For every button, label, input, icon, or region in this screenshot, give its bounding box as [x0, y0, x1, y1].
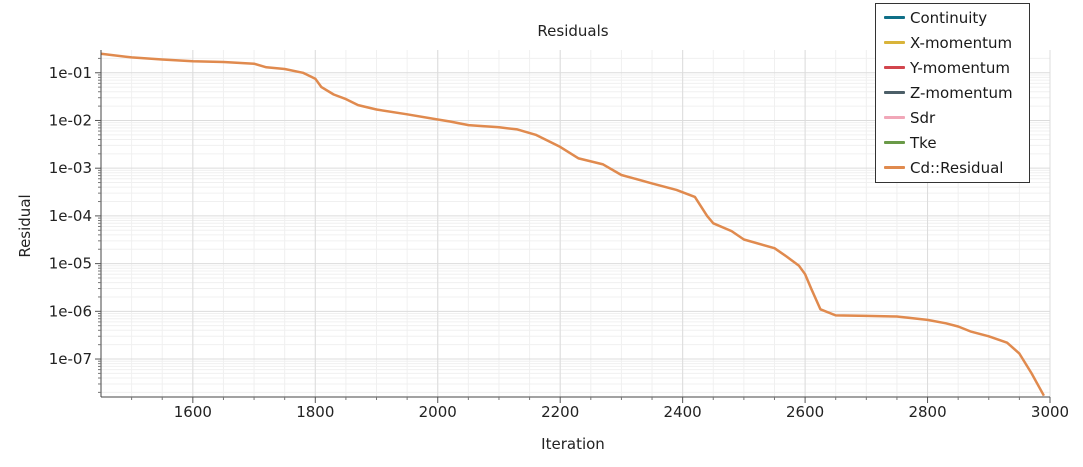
- legend-swatch: [884, 66, 905, 69]
- legend-swatch: [884, 116, 905, 119]
- x-tick-label: 3000: [1031, 403, 1069, 421]
- x-tick-label: 2800: [908, 403, 946, 421]
- legend-swatch: [884, 166, 905, 169]
- y-axis-label: Residual: [16, 194, 34, 257]
- legend-label: Y-momentum: [910, 58, 1010, 77]
- y-tick-label: 1e-06: [49, 302, 92, 320]
- legend-label: Z-momentum: [910, 83, 1013, 102]
- chart-title: Residuals: [537, 22, 608, 40]
- series-line-cd-residual: [100, 52, 1045, 397]
- legend-label: X-momentum: [910, 33, 1013, 52]
- x-tick-label: 2200: [541, 403, 579, 421]
- series-lines: [100, 52, 1045, 397]
- y-axis-ticks: 1e-07 1e-06 1e-05 1e-04 1e-03 1e-02 1e-01: [49, 57, 101, 393]
- legend-item-z-momentum: Z-momentum: [876, 80, 1029, 105]
- legend-item-cd-residual: Cd::Residual: [876, 155, 1029, 180]
- legend-label: Sdr: [910, 108, 936, 127]
- x-tick-label: 1800: [296, 403, 334, 421]
- x-tick-label: 1600: [174, 403, 212, 421]
- y-tick-label: 1e-04: [49, 207, 92, 225]
- legend-item-y-momentum: Y-momentum: [876, 55, 1029, 80]
- y-tick-label: 1e-01: [49, 64, 92, 82]
- legend-item-sdr: Sdr: [876, 105, 1029, 130]
- legend-item-continuity: Continuity: [876, 5, 1029, 30]
- legend-swatch: [884, 141, 905, 144]
- x-tick-label: 2400: [664, 403, 702, 421]
- x-axis-ticks: 1600 1800 2000 2200 2400 2600 2800 3000: [131, 397, 1069, 421]
- legend-swatch: [884, 16, 905, 19]
- x-axis-label: Iteration: [541, 435, 605, 453]
- x-tick-label: 2600: [786, 403, 824, 421]
- y-tick-label: 1e-02: [49, 111, 92, 129]
- legend-swatch: [884, 41, 905, 44]
- legend-item-x-momentum: X-momentum: [876, 30, 1029, 55]
- legend-label: Tke: [910, 133, 937, 152]
- legend-swatch: [884, 91, 905, 94]
- y-tick-label: 1e-07: [49, 350, 92, 368]
- legend-item-tke: Tke: [876, 130, 1029, 155]
- x-tick-label: 2000: [419, 403, 457, 421]
- chart-legend: Continuity X-momentum Y-momentum Z-momentum…: [875, 3, 1030, 183]
- legend-label: Cd::Residual: [910, 158, 1004, 177]
- y-tick-label: 1e-05: [49, 255, 92, 273]
- y-tick-label: 1e-03: [49, 159, 92, 177]
- legend-label: Continuity: [910, 8, 988, 27]
